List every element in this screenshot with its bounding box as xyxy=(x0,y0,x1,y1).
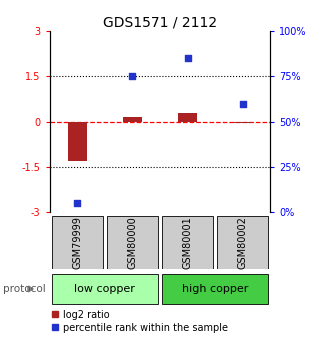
Bar xyxy=(217,216,268,269)
Point xyxy=(130,73,135,79)
Text: GDS1571 / 2112: GDS1571 / 2112 xyxy=(103,16,217,30)
Bar xyxy=(68,122,87,161)
Bar xyxy=(123,117,142,122)
Point xyxy=(185,56,190,61)
Bar xyxy=(52,216,103,269)
Text: GSM79999: GSM79999 xyxy=(72,216,82,269)
Bar xyxy=(178,112,197,122)
Point xyxy=(240,101,245,106)
Bar xyxy=(162,274,268,304)
Text: GSM80000: GSM80000 xyxy=(127,216,137,269)
Text: protocol: protocol xyxy=(3,284,46,294)
Bar xyxy=(233,122,252,123)
Text: GSM80001: GSM80001 xyxy=(183,216,193,269)
Bar xyxy=(162,216,213,269)
Point xyxy=(75,200,80,206)
Bar xyxy=(107,216,158,269)
Text: low copper: low copper xyxy=(74,284,135,294)
Text: GSM80002: GSM80002 xyxy=(238,216,248,269)
Text: high copper: high copper xyxy=(182,284,248,294)
Legend: log2 ratio, percentile rank within the sample: log2 ratio, percentile rank within the s… xyxy=(48,306,232,337)
Bar xyxy=(52,274,158,304)
